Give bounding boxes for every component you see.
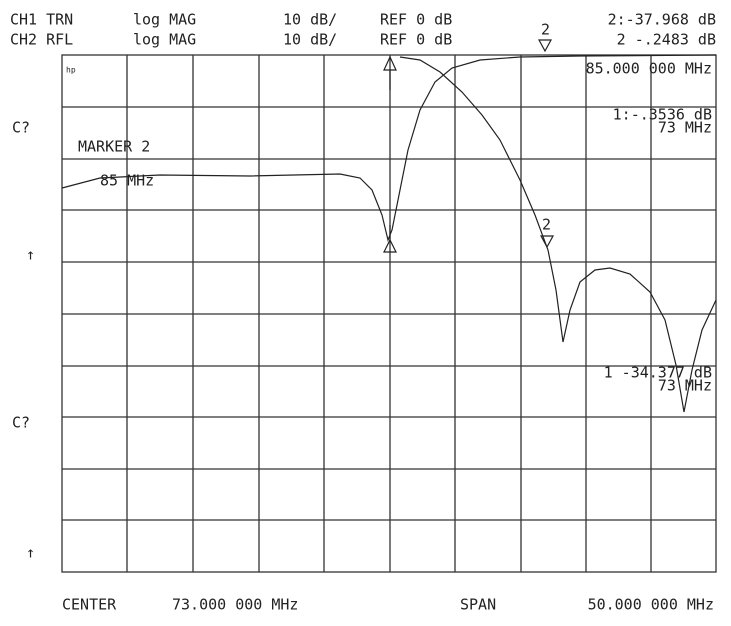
marker-label: 2	[542, 216, 551, 234]
format: log MAG	[133, 11, 196, 29]
marker-1-trace	[383, 225, 397, 253]
side-label: C?	[12, 119, 30, 137]
footer-label: CENTER	[62, 596, 117, 614]
marker-label: 2	[541, 21, 550, 39]
marker-frequency: 85.000 000 MHz	[586, 60, 712, 78]
scale: 10 dB/	[283, 31, 337, 49]
marker-readout: 2:-37.968 dB	[608, 11, 716, 29]
grid	[61, 54, 717, 573]
format: log MAG	[133, 31, 196, 49]
channel: CH2 RFL	[10, 31, 73, 49]
reflection-trace	[399, 56, 717, 413]
reference: REF 0 dB	[380, 31, 452, 49]
side-label: C?	[12, 414, 30, 432]
marker-readout: 1 -34.377 dB	[604, 364, 712, 382]
marker-2-top	[537, 39, 553, 53]
marker-frequency: 73 MHz	[658, 377, 712, 395]
marker-readout: 2 -.2483 dB	[617, 31, 716, 49]
scale: 10 dB/	[283, 11, 337, 29]
marker-frequency: 73 MHz	[658, 119, 712, 137]
logo: hp	[66, 66, 76, 75]
marker-readout: 1:-.3536 dB	[613, 106, 712, 124]
side-label: ↑	[26, 246, 35, 264]
channel: CH1 TRN	[10, 11, 73, 29]
marker-2-trace	[539, 235, 555, 249]
footer-value: 50.000 000 MHz	[588, 596, 714, 614]
footer-value: 73.000 000 MHz	[172, 596, 298, 614]
marker-1-top	[383, 55, 397, 90]
transmission-trace	[61, 54, 717, 242]
marker-frequency: 85 MHz	[100, 172, 154, 190]
marker-title: MARKER 2	[78, 138, 150, 156]
footer-label: SPAN	[460, 596, 496, 614]
reference: REF 0 dB	[380, 11, 452, 29]
side-label: ↑	[26, 544, 35, 562]
graticule	[62, 55, 716, 572]
